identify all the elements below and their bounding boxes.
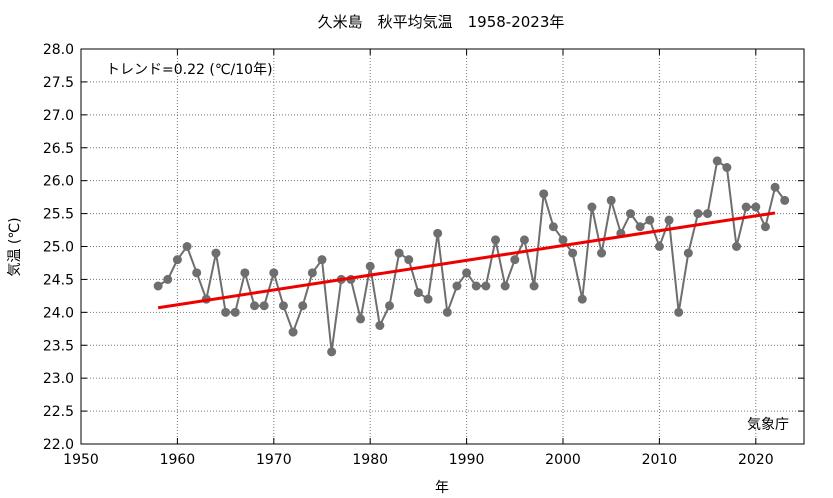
data-point xyxy=(751,202,761,212)
data-point xyxy=(278,301,288,311)
data-point xyxy=(780,195,790,205)
source-label: 気象庁 xyxy=(747,417,789,433)
data-point xyxy=(433,228,443,238)
data-point xyxy=(635,222,645,232)
data-point xyxy=(519,235,529,245)
data-point xyxy=(529,281,539,291)
data-point xyxy=(577,294,587,304)
data-point xyxy=(539,189,549,199)
data-point xyxy=(404,255,414,265)
data-point xyxy=(288,327,298,337)
data-point xyxy=(172,255,182,265)
data-point xyxy=(317,255,327,265)
data-point xyxy=(182,242,192,251)
data-point xyxy=(770,182,780,192)
data-point xyxy=(384,301,394,311)
y-tick-label: 23.0 xyxy=(43,371,74,387)
x-tick-label: 1970 xyxy=(256,452,292,468)
data-point xyxy=(259,301,269,311)
y-tick-label: 27.0 xyxy=(43,108,74,124)
x-tick-label: 1950 xyxy=(63,452,99,468)
y-tick-label: 24.0 xyxy=(43,305,74,321)
data-point xyxy=(462,268,472,278)
data-point xyxy=(394,248,404,258)
data-point xyxy=(703,209,713,219)
data-point xyxy=(442,307,452,317)
y-tick-label: 23.5 xyxy=(43,338,74,354)
y-tick-label: 27.5 xyxy=(43,75,74,91)
data-point xyxy=(568,248,578,258)
data-point xyxy=(606,195,616,205)
x-tick-label: 2000 xyxy=(545,452,581,468)
data-point xyxy=(356,314,366,324)
x-tick-label: 2010 xyxy=(642,452,678,468)
data-point xyxy=(548,222,558,232)
data-point xyxy=(413,288,423,298)
y-tick-label: 22.0 xyxy=(43,437,74,453)
x-tick-label: 1980 xyxy=(352,452,388,468)
data-point xyxy=(597,248,607,258)
data-point xyxy=(375,321,385,330)
y-tick-label: 25.5 xyxy=(43,207,74,223)
x-axis: 1950 1960 1970 1980 1990 2000 2010 2020 xyxy=(63,49,774,468)
data-point xyxy=(211,248,221,258)
trend-line xyxy=(157,211,776,310)
data-point xyxy=(645,215,655,225)
data-point xyxy=(481,281,491,291)
chart-title: 久米島 秋平均気温 1958-2023年 xyxy=(318,13,565,31)
data-point xyxy=(192,268,202,278)
data-point xyxy=(741,202,751,212)
data-point xyxy=(269,268,279,278)
data-point xyxy=(654,242,664,251)
data-point xyxy=(587,202,597,212)
data-point xyxy=(625,209,635,219)
y-tick-label: 22.5 xyxy=(43,404,74,420)
data-point xyxy=(221,307,231,317)
data-point xyxy=(327,347,337,357)
data-point xyxy=(471,281,481,291)
data-point xyxy=(365,261,375,271)
series-group xyxy=(153,156,790,357)
y-tick-label: 28.0 xyxy=(43,42,74,58)
y-axis-label: 気温 (℃) xyxy=(7,217,23,276)
data-point xyxy=(732,242,742,251)
x-tick-label: 2020 xyxy=(738,452,774,468)
y-tick-label: 24.5 xyxy=(43,272,74,288)
grid xyxy=(81,49,804,444)
y-tick-label: 25.0 xyxy=(43,240,74,256)
data-point xyxy=(500,281,510,291)
x-axis-label: 年 xyxy=(435,480,449,496)
data-point xyxy=(491,235,501,245)
data-point xyxy=(712,156,722,166)
y-axis: 22.0 22.5 23.0 23.5 24.0 24.5 25.0 25.5 26.0 26.5… xyxy=(43,42,804,453)
data-point xyxy=(423,294,433,304)
data-point xyxy=(683,248,693,258)
data-point xyxy=(510,255,520,265)
data-point xyxy=(298,301,308,311)
x-tick-label: 1960 xyxy=(160,452,196,468)
data-point xyxy=(153,281,163,291)
y-tick-label: 26.5 xyxy=(43,141,74,157)
data-point xyxy=(664,215,674,225)
data-point xyxy=(722,163,732,172)
data-point xyxy=(693,209,703,219)
data-point xyxy=(674,307,684,317)
data-point xyxy=(163,274,173,284)
trend-annotation: トレンド=0.22 (℃/10年) xyxy=(106,62,273,78)
data-point xyxy=(250,301,260,311)
data-point xyxy=(307,268,317,278)
data-point xyxy=(760,222,770,232)
data-point xyxy=(452,281,462,291)
y-tick-label: 26.0 xyxy=(43,174,74,190)
data-point xyxy=(230,307,240,317)
data-point xyxy=(240,268,250,278)
x-tick-label: 1990 xyxy=(449,452,485,468)
data-point xyxy=(558,235,568,245)
